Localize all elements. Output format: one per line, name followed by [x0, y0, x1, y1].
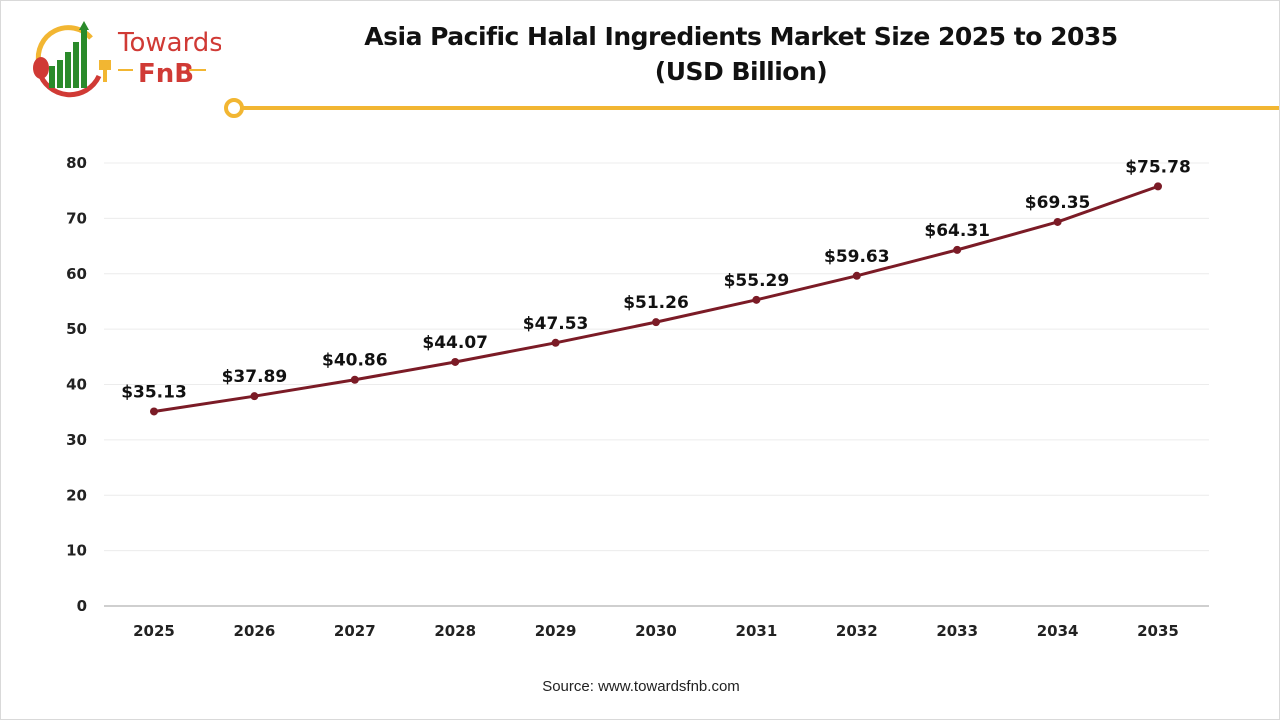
- data-label: $75.78: [1125, 157, 1191, 177]
- data-label: $40.86: [322, 351, 388, 371]
- title-line-2: (USD Billion): [654, 57, 828, 86]
- x-tick-label: 2025: [133, 622, 175, 640]
- x-tick-label: 2028: [434, 622, 476, 640]
- data-label: $69.35: [1025, 193, 1091, 213]
- y-tick-label: 20: [66, 486, 87, 504]
- x-tick-label: 2033: [936, 622, 978, 640]
- data-point: [451, 357, 460, 366]
- x-tick-label: 2032: [836, 622, 878, 640]
- logo: Towards FnB: [33, 21, 221, 98]
- chart-title: Asia Pacific Halal Ingredients Market Si…: [301, 19, 1181, 89]
- data-point: [350, 375, 359, 384]
- y-tick-label: 30: [66, 431, 87, 449]
- x-tick-label: 2026: [234, 622, 276, 640]
- y-tick-label: 60: [66, 265, 87, 283]
- data-label: $47.53: [523, 314, 589, 334]
- title-line-1: Asia Pacific Halal Ingredients Market Si…: [364, 22, 1118, 51]
- y-tick-label: 40: [66, 376, 87, 394]
- data-label: $35.13: [121, 382, 187, 402]
- x-tick-label: 2034: [1037, 622, 1079, 640]
- x-tick-label: 2029: [535, 622, 577, 640]
- y-tick-label: 0: [77, 597, 87, 615]
- logo-text-bottom: FnB: [138, 59, 194, 89]
- data-point: [551, 338, 560, 347]
- y-tick-label: 70: [66, 209, 87, 227]
- data-label: $59.63: [824, 247, 890, 267]
- data-point: [953, 245, 962, 254]
- y-tick-label: 80: [66, 154, 87, 172]
- y-tick-label: 50: [66, 320, 87, 338]
- data-point: [1053, 217, 1062, 226]
- x-tick-label: 2027: [334, 622, 376, 640]
- data-point: [652, 318, 660, 327]
- x-tick-label: 2031: [736, 622, 778, 640]
- logo-text-top: Towards: [117, 28, 221, 58]
- data-label: $55.29: [724, 271, 790, 291]
- data-label: $51.26: [623, 293, 689, 313]
- data-label: $37.89: [222, 367, 288, 387]
- data-point: [150, 407, 158, 416]
- y-tick-label: 10: [66, 542, 87, 560]
- data-point: [752, 295, 761, 304]
- title-divider: [224, 98, 1279, 118]
- x-tick-label: 2035: [1137, 622, 1179, 640]
- data-point: [1154, 182, 1162, 191]
- x-tick-label: 2030: [635, 622, 677, 640]
- data-label: $64.31: [924, 221, 990, 241]
- data-point: [852, 271, 861, 280]
- data-point: [250, 392, 259, 401]
- data-label: $44.07: [422, 333, 488, 353]
- source-note: Source: www.towardsfnb.com: [542, 678, 740, 695]
